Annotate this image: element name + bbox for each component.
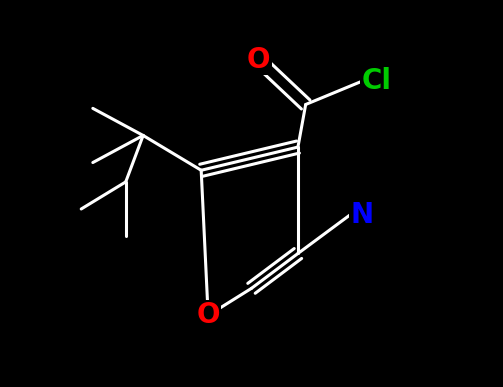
Text: O: O (246, 46, 270, 74)
Text: O: O (196, 301, 220, 329)
Text: N: N (350, 201, 373, 229)
Text: Cl: Cl (362, 67, 392, 95)
